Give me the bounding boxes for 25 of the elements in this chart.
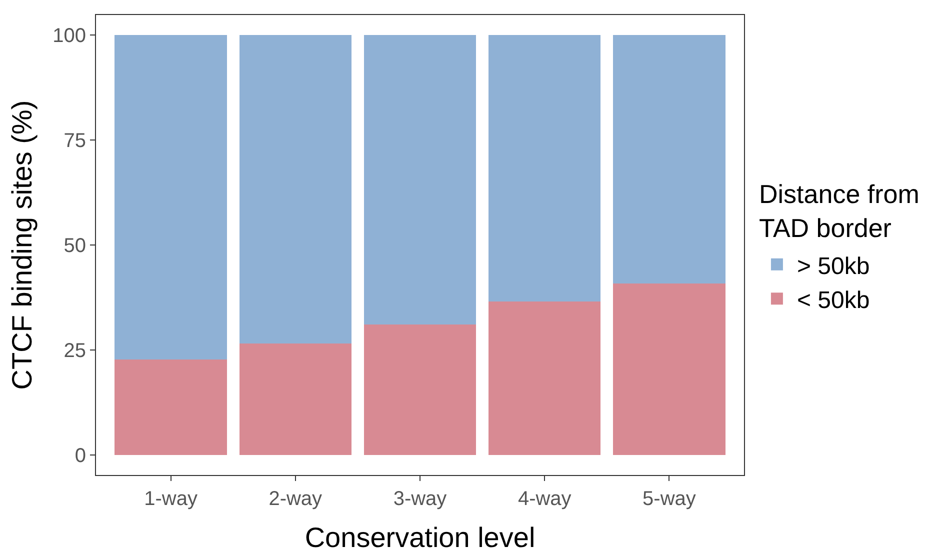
x-tick-label: 3-way — [393, 488, 447, 510]
y-axis-title: CTCF binding sites (%) — [6, 100, 38, 390]
bar — [364, 35, 476, 324]
legend-label: > 50kb — [796, 252, 870, 280]
x-tick-label: 5-way — [642, 488, 696, 510]
bar — [114, 35, 227, 360]
x-axis-title: Conservation level — [304, 522, 536, 554]
y-tick-label: 50 — [64, 235, 86, 257]
bar — [114, 360, 227, 455]
legend-title: Distance from TAD border — [759, 179, 920, 243]
bar — [613, 35, 726, 284]
y-tick-label: 25 — [64, 340, 86, 362]
y-tick-label: 0 — [74, 444, 86, 467]
bar — [239, 344, 352, 455]
x-tick-label: 1-way — [144, 488, 198, 510]
y-tick-label: 100 — [52, 25, 86, 48]
bar — [364, 324, 476, 455]
bar — [239, 35, 352, 344]
x-tick-label: 2-way — [268, 488, 322, 510]
legend-label: < 50kb — [796, 286, 870, 314]
y-tick-label: 75 — [64, 130, 86, 152]
x-tick-label: 4-way — [518, 488, 572, 510]
bar — [488, 302, 601, 455]
bar — [613, 284, 726, 455]
bar — [488, 35, 601, 302]
